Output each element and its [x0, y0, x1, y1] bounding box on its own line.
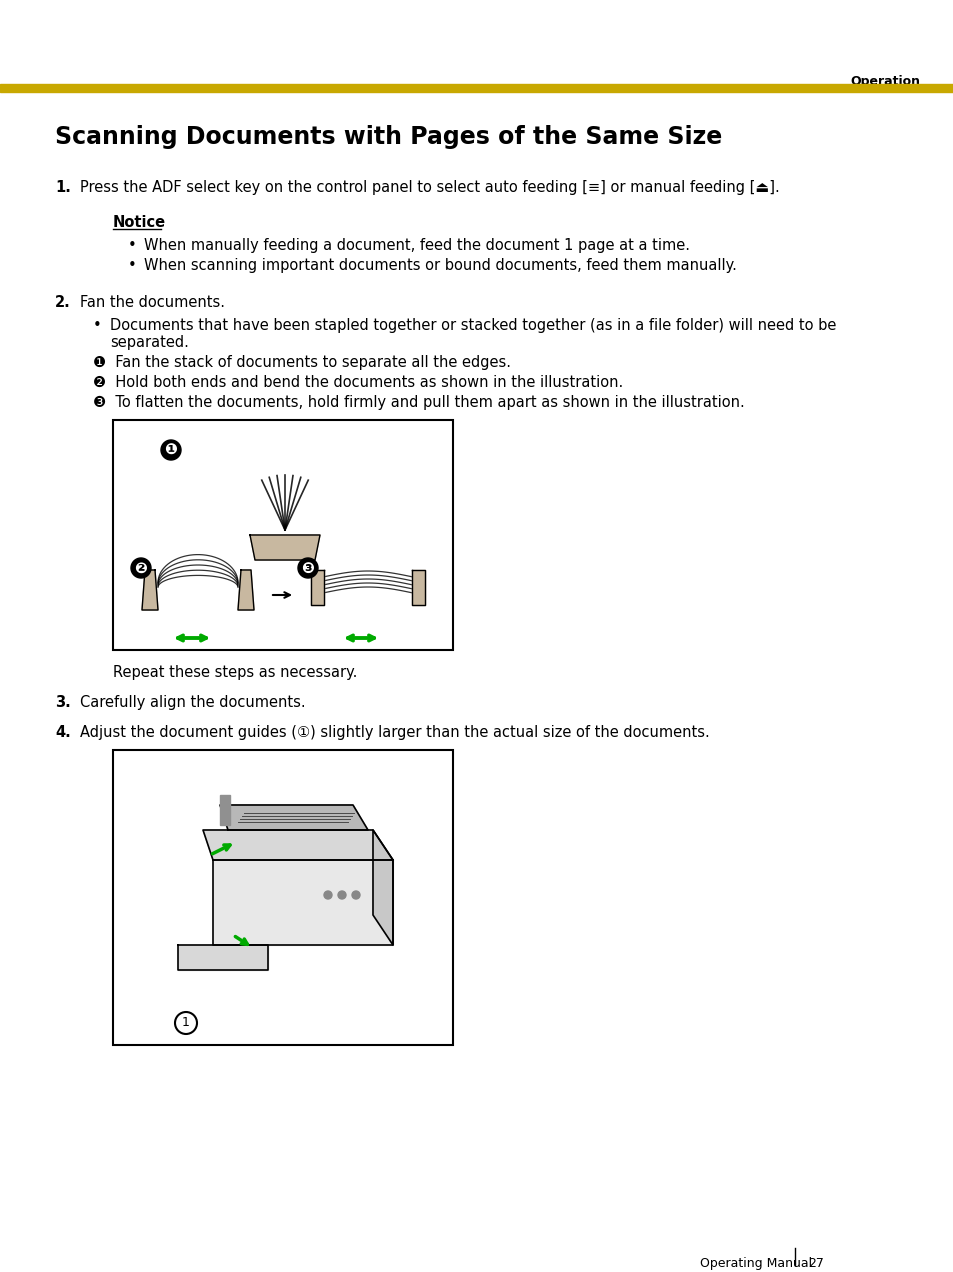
Polygon shape	[412, 570, 424, 605]
Text: •: •	[128, 238, 136, 253]
Circle shape	[337, 890, 346, 899]
Polygon shape	[220, 795, 230, 826]
Circle shape	[324, 890, 332, 899]
Text: Adjust the document guides (①) slightly larger than the actual size of the docum: Adjust the document guides (①) slightly …	[80, 725, 709, 740]
Polygon shape	[373, 831, 393, 945]
Text: ❸  To flatten the documents, hold firmly and pull them apart as shown in the ill: ❸ To flatten the documents, hold firmly …	[92, 396, 744, 410]
Text: Operating Manual: Operating Manual	[700, 1257, 811, 1269]
Circle shape	[352, 890, 359, 899]
Text: Documents that have been stapled together or stacked together (as in a file fold: Documents that have been stapled togethe…	[110, 318, 836, 350]
Text: ❷  Hold both ends and bend the documents as shown in the illustration.: ❷ Hold both ends and bend the documents …	[92, 375, 622, 391]
Text: Repeat these steps as necessary.: Repeat these steps as necessary.	[112, 665, 357, 681]
Text: 2.: 2.	[55, 295, 71, 310]
Bar	[112, 420, 453, 650]
Polygon shape	[178, 945, 268, 971]
Text: When scanning important documents or bound documents, feed them manually.: When scanning important documents or bou…	[144, 258, 736, 273]
Polygon shape	[250, 536, 319, 560]
Bar	[0, 84, 953, 92]
Text: When manually feeding a document, feed the document 1 page at a time.: When manually feeding a document, feed t…	[144, 238, 689, 253]
Text: 1.: 1.	[55, 181, 71, 195]
Circle shape	[174, 1013, 196, 1034]
Text: Operation: Operation	[849, 75, 919, 88]
Text: Notice: Notice	[112, 215, 166, 230]
Text: 1: 1	[182, 1016, 190, 1029]
Text: •: •	[92, 318, 102, 333]
Text: Scanning Documents with Pages of the Same Size: Scanning Documents with Pages of the Sam…	[55, 125, 721, 149]
Polygon shape	[213, 860, 393, 945]
Text: 4.: 4.	[55, 725, 71, 740]
Text: •: •	[128, 258, 136, 273]
Text: ❶  Fan the stack of documents to separate all the edges.: ❶ Fan the stack of documents to separate…	[92, 355, 511, 370]
Text: Fan the documents.: Fan the documents.	[80, 295, 225, 310]
Polygon shape	[203, 831, 393, 860]
Text: 3.: 3.	[55, 695, 71, 710]
Text: 27: 27	[807, 1257, 823, 1269]
Text: ❷: ❷	[134, 561, 148, 575]
Bar	[112, 750, 453, 1046]
Circle shape	[131, 558, 151, 577]
Circle shape	[297, 558, 317, 577]
Polygon shape	[142, 570, 158, 611]
Polygon shape	[220, 805, 368, 831]
Text: ❶: ❶	[164, 443, 177, 458]
Text: Press the ADF select key on the control panel to select auto feeding [≡] or manu: Press the ADF select key on the control …	[80, 181, 779, 195]
Circle shape	[161, 440, 181, 460]
Polygon shape	[311, 570, 324, 605]
Polygon shape	[237, 570, 253, 611]
Text: Carefully align the documents.: Carefully align the documents.	[80, 695, 305, 710]
Text: ❸: ❸	[301, 561, 314, 575]
